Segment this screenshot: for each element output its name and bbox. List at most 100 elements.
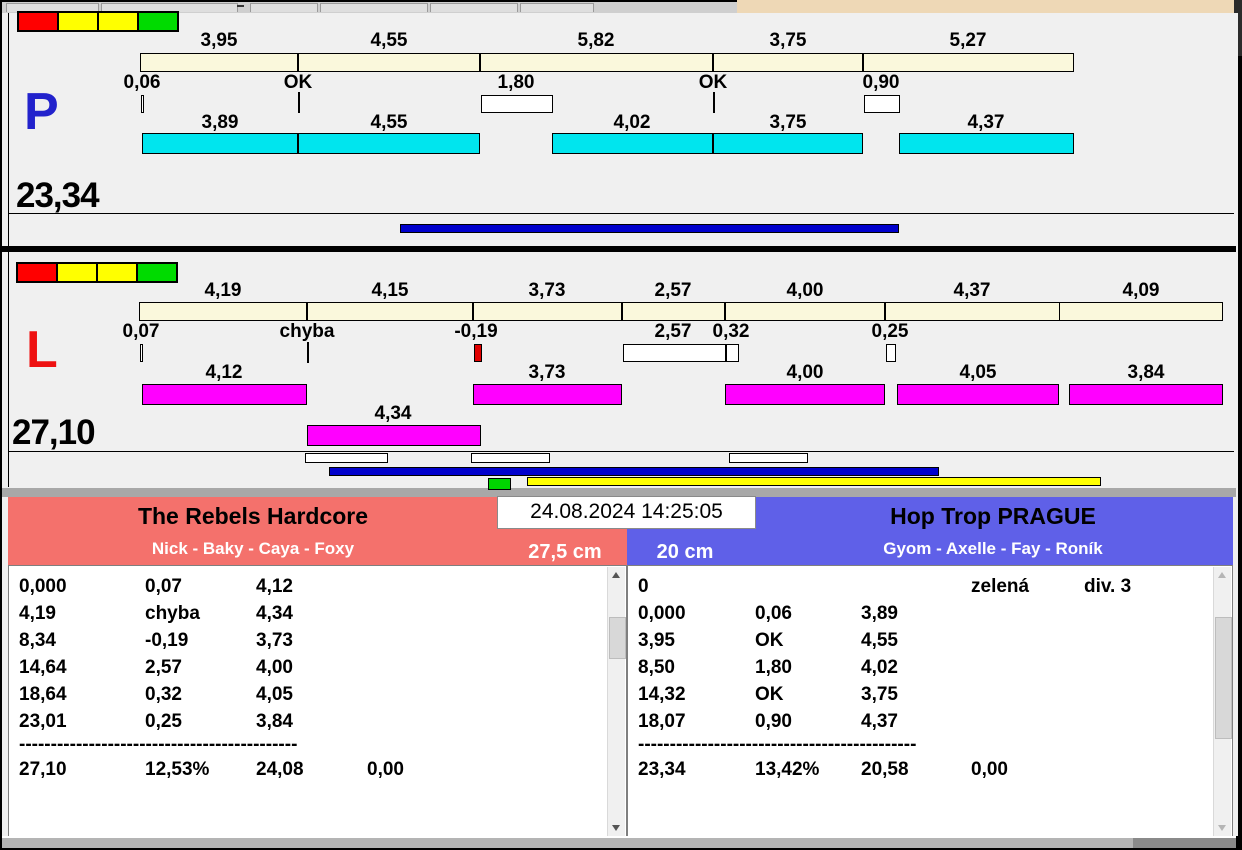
panel-l-judge-box	[886, 344, 896, 362]
panel-separator-bar	[2, 246, 1236, 252]
panel-p-status-lights	[17, 11, 179, 32]
panel-p-light-3	[139, 13, 177, 30]
panel-l-judge-label: 0,25	[871, 321, 909, 342]
scroll-up-button[interactable]	[1214, 567, 1231, 583]
panel-l-official-label: 2,57	[654, 280, 692, 301]
panel-p-light-2	[99, 13, 137, 30]
scroll-thumb[interactable]	[1215, 617, 1232, 739]
table-cell: OK	[755, 630, 784, 651]
panel-l-official-segment	[725, 302, 885, 321]
scroll-up-button[interactable]	[608, 567, 625, 583]
panel-l-judge-box	[140, 344, 143, 362]
table-cell: 12,53%	[145, 759, 210, 780]
panel-l-light-3	[138, 264, 176, 281]
panel-p-judge-box	[141, 95, 144, 113]
team-left-header: The Rebels Hardcore Nick - Baky - Caya -…	[8, 497, 627, 565]
panel-p-judge-box	[481, 95, 553, 113]
scroll-down-button[interactable]	[1214, 820, 1231, 836]
strip-segment	[430, 3, 518, 12]
table-cell: 0,00	[367, 759, 404, 780]
panel-p-actual-label: 4,37	[967, 112, 1005, 133]
panel-l-official-segment	[885, 302, 1060, 321]
panel-p-total: 23,34	[16, 176, 100, 215]
panel-p-official-segment	[298, 53, 480, 72]
table-row: 0,000 0,06 3,89	[638, 600, 1208, 627]
window-edge	[1234, 0, 1242, 56]
panel-p-judge-label: 1,80	[497, 72, 535, 93]
table-cell: 20,58	[861, 759, 909, 780]
panel-l-light-2	[98, 264, 136, 281]
panel-p-official-label: 4,55	[370, 30, 408, 51]
table-cell: 0	[638, 576, 649, 597]
table-cell: 0,90	[755, 711, 792, 732]
panel-l-official-label: 4,37	[953, 280, 991, 301]
table-cell: 27,10	[19, 759, 67, 780]
team-right-table-scrollbar[interactable]	[1213, 567, 1232, 836]
panel-p-official-label: 3,95	[200, 30, 238, 51]
table-cell: 3,95	[638, 630, 675, 651]
panel-l-status-lights	[16, 262, 178, 283]
panel-p-judge-tick	[298, 92, 300, 113]
panel-p-actual-bar	[298, 133, 480, 154]
team-right-members: Gyom - Axelle - Fay - Roník	[883, 539, 1103, 558]
panel-p-official-segment	[863, 53, 1074, 72]
table-cell: 4,34	[256, 603, 293, 624]
panel-l-actual-bar	[1069, 384, 1223, 405]
panel-l-light-1	[58, 264, 96, 281]
table-cell: 14,32	[638, 684, 686, 705]
table-cell: 0,00	[971, 759, 1008, 780]
table-row: 18,07 0,90 4,37	[638, 708, 1208, 735]
panel-l-marker-box	[305, 453, 388, 463]
panel-p-actual-bar	[142, 133, 298, 154]
panel-l-actual-bar	[897, 384, 1059, 405]
panel-p-judge-label: 0,06	[123, 72, 161, 93]
panel-l-judge-box	[726, 344, 739, 362]
table-info-row: 0 zelená div. 3	[638, 573, 1208, 600]
panel-p-official-segment	[140, 53, 298, 72]
panel-l-judge-box	[623, 344, 726, 362]
strip-segment	[6, 3, 99, 12]
panel-l-official-label: 4,09	[1122, 280, 1160, 301]
panel-l-actual-label: 4,34	[374, 403, 412, 424]
panel-l-light-0	[18, 264, 56, 281]
panel-left-border	[8, 13, 9, 487]
table-cell: 0,07	[145, 576, 182, 597]
strip-segment	[320, 3, 428, 12]
panel-l-judge-label: 2,57	[654, 321, 692, 342]
panel-p-judge-box	[864, 95, 900, 113]
table-cell: div. 3	[1084, 576, 1132, 597]
panel-l-judge-tick	[307, 342, 309, 363]
table-cell: 4,19	[19, 603, 56, 624]
panel-l-actual-label: 4,00	[786, 362, 824, 383]
table-row: 4,19 chyba 4,34	[19, 600, 602, 627]
table-cell: 2,57	[145, 657, 182, 678]
panel-p-judge-tick	[713, 92, 715, 113]
panel-p-judge-label: OK	[698, 72, 728, 93]
table-cell: 0,000	[19, 576, 67, 597]
table-cell: 4,02	[861, 657, 898, 678]
panel-p-actual-label: 3,89	[201, 112, 239, 133]
table-cell: 8,34	[19, 630, 56, 651]
panel-p-light-0	[19, 13, 57, 30]
table-cell: OK	[755, 684, 784, 705]
team-right-name: Hop Trop PRAGUE	[890, 503, 1096, 529]
panel-l-marker-box	[471, 453, 550, 463]
panel-l-actual-bar	[142, 384, 307, 405]
table-cell: 18,64	[19, 684, 67, 705]
team-left-handicap: 27,5 cm	[528, 541, 602, 563]
scroll-down-button[interactable]	[608, 820, 625, 836]
panel-l-divider-line	[8, 451, 1234, 452]
scroll-thumb[interactable]	[609, 617, 626, 659]
table-row: 3,95 OK 4,55	[638, 627, 1208, 654]
table-separator: ----------------------------------------…	[19, 735, 298, 755]
table-row: 0,000 0,07 4,12	[19, 573, 602, 600]
strip-segment	[250, 3, 318, 12]
panel-l-judge-label: -0,19	[454, 321, 498, 342]
timestamp: 24.08.2024 14:25:05	[497, 496, 756, 529]
team-left-table-scrollbar[interactable]	[607, 567, 626, 836]
table-row: 8,34 -0,19 3,73	[19, 627, 602, 654]
table-cell: 0,06	[755, 603, 792, 624]
panel-p-official-segment	[713, 53, 863, 72]
panel-l-marker-box	[729, 453, 808, 463]
